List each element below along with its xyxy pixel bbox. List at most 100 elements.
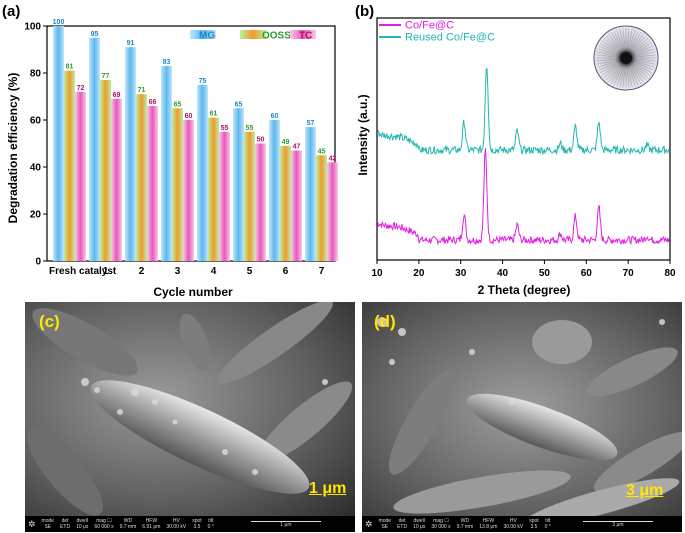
inset-ray	[630, 64, 644, 83]
panel-label-d: (d)	[374, 312, 396, 331]
inset-ray	[613, 65, 623, 86]
sem-texture-d	[362, 302, 682, 516]
inset-ray	[626, 28, 630, 51]
inset-ray	[601, 40, 620, 54]
sem-info-bar-c: ✲ mode SE det ETD dwell 10 μs mag ☐ 60 000 x…	[25, 516, 355, 532]
info-cell: HV 30.00 kV	[503, 518, 524, 530]
data-label: 100	[53, 19, 65, 26]
data-label: 77	[102, 73, 110, 80]
inset-ray	[619, 28, 625, 51]
info-cell: HFW 6.91 μm	[142, 518, 161, 530]
inset-ray	[629, 64, 642, 85]
xrd-line-fresh	[376, 148, 670, 246]
inset-ray	[627, 28, 633, 51]
info-cell: det ETD	[60, 518, 71, 530]
data-label: 72	[77, 85, 85, 92]
inset-ray	[628, 29, 636, 51]
info-cell: HV 30.00 kV	[166, 518, 187, 530]
inset-ray	[608, 64, 622, 83]
inset-ray	[616, 65, 624, 87]
data-label: 47	[293, 144, 301, 151]
sem-image-c: (c) 1 μm ✲ mode SE det ETD dwell 10 μs mag …	[25, 302, 355, 532]
inset-ray	[613, 30, 623, 51]
inset-ray	[627, 65, 633, 88]
inset-ray	[626, 65, 630, 88]
info-cell: mode SE	[41, 518, 55, 530]
inset-ray	[597, 60, 619, 68]
bar-tc	[183, 120, 194, 261]
plot-frame	[376, 17, 671, 261]
info-cell: dwell 10 μs	[413, 518, 426, 530]
bar-ooss	[136, 94, 147, 262]
legend-swatch-tc	[290, 30, 316, 39]
inset-ray	[631, 35, 647, 53]
inset-ray	[599, 61, 620, 74]
inset-ray	[633, 54, 656, 58]
inset-ray	[632, 61, 653, 74]
info-cell: mag ☐ 30 000 x	[431, 518, 451, 530]
inset-ray	[628, 65, 636, 87]
y-tick-label: 20	[30, 210, 42, 221]
x-tick-label: 70	[623, 268, 635, 279]
data-label: 66	[149, 99, 157, 106]
legend-label: Co/Fe@C	[405, 20, 454, 32]
bar-tc	[291, 150, 302, 261]
x-tick-label: 20	[413, 268, 425, 279]
inset-ray	[633, 58, 656, 62]
chart-b-xlabel: 2 Theta (degree)	[478, 283, 571, 297]
xrd-line-reused	[376, 67, 670, 156]
inset-ray	[631, 63, 649, 79]
inset-ray	[596, 58, 619, 62]
legend-label: Reused Co/Fe@C	[405, 32, 495, 44]
x-tick-label: 6	[283, 266, 289, 277]
inset-ray	[633, 59, 656, 65]
legend-swatch-ooss	[240, 30, 266, 39]
x-tick-label: 4	[211, 266, 217, 277]
y-tick-label: 60	[30, 116, 42, 127]
panel-label-a: (a)	[2, 3, 20, 20]
info-cell: tilt 0 °	[207, 518, 214, 530]
data-label: 55	[221, 125, 229, 132]
inset-ray	[633, 48, 655, 56]
inset-ray	[633, 51, 656, 57]
bar-mg	[125, 47, 136, 262]
inset-ray	[633, 60, 655, 68]
inset-ray	[596, 59, 619, 65]
chart-a-ylabel: Degradation efficiency (%)	[6, 73, 20, 224]
x-tick-label: Fresh catalyst	[49, 266, 117, 277]
scale-bar-label-c: 1 μm	[309, 480, 347, 497]
y-tick-label: 80	[30, 69, 42, 80]
data-label: 42	[329, 155, 337, 162]
inset-ray	[629, 65, 639, 86]
x-tick-label: 1	[103, 266, 109, 277]
legend-label: TC	[299, 31, 312, 42]
bar-mg	[89, 37, 100, 261]
y-tick-label: 40	[30, 163, 42, 174]
data-label: 61	[210, 111, 218, 118]
inset-ray	[597, 48, 619, 56]
x-tick-label: 3	[175, 266, 181, 277]
data-label: 83	[163, 59, 171, 66]
inset-ray	[596, 51, 619, 57]
x-tick-label: 40	[497, 268, 509, 279]
bar-ooss	[244, 131, 255, 261]
inset-ray	[630, 33, 644, 52]
x-tick-label: 7	[319, 266, 325, 277]
bar-mg	[197, 84, 208, 261]
bar-mg	[233, 108, 244, 261]
inset-ray	[598, 45, 619, 55]
legend-label: MG	[199, 31, 215, 42]
legend-swatch-mg	[190, 30, 216, 39]
data-label: 60	[271, 113, 279, 120]
bar-mg	[161, 65, 172, 261]
inset-ray	[608, 33, 622, 52]
x-tick-label: 2	[139, 266, 145, 277]
bar-mg	[53, 26, 64, 261]
scale-bar-label-d: 3 μm	[626, 482, 664, 499]
data-label: 95	[91, 31, 99, 38]
inset-ray	[616, 29, 624, 51]
data-label: 55	[246, 125, 254, 132]
data-label: 65	[174, 101, 182, 108]
